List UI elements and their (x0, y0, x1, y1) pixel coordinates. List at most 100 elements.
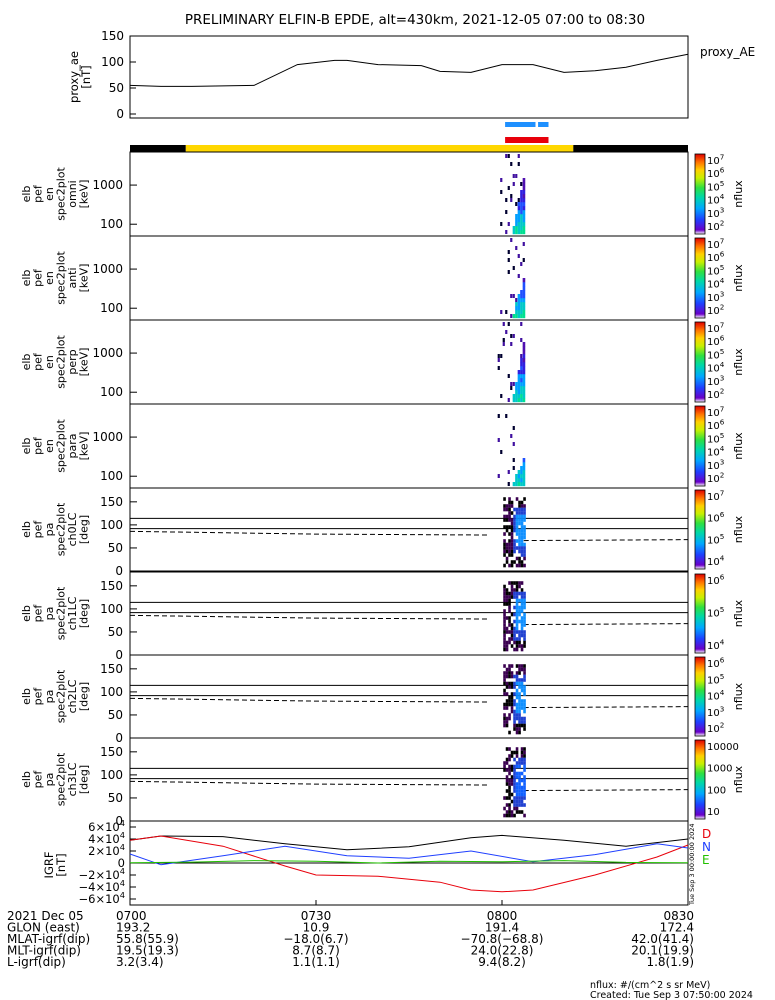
pa-cell (508, 796, 511, 800)
colorbar-tick-label: 103 (707, 289, 724, 304)
spec-cell (517, 390, 521, 395)
pa-cell (503, 507, 506, 512)
pa-cell (515, 514, 519, 519)
pa-cell (508, 792, 511, 797)
pa-cell (505, 681, 509, 686)
spec-cell (522, 342, 526, 347)
pa-cell (518, 799, 521, 804)
colorbar-label-group: nflux (732, 432, 745, 460)
spec-cell (505, 210, 508, 214)
pa-cell (523, 532, 526, 536)
pa-cell (518, 796, 521, 800)
spec-cell (520, 226, 523, 231)
pa-cell (505, 598, 509, 603)
pa-cell (515, 792, 519, 797)
pa-cell (503, 630, 506, 634)
pa-cell (505, 667, 509, 672)
spec-cell (520, 314, 523, 319)
pa-cell (523, 504, 526, 508)
pa-cell (523, 789, 526, 793)
spec-cell (522, 458, 526, 463)
ylabel-line: en (43, 187, 56, 201)
pa-cell (510, 626, 514, 631)
dashed-reference (129, 614, 689, 626)
pa-cell (513, 605, 516, 610)
pa-cell (520, 644, 524, 648)
spec-cell (520, 354, 523, 358)
pa-cell (510, 695, 514, 700)
spec-cell (522, 358, 526, 363)
pa-cell (513, 612, 516, 617)
pa-cell (503, 602, 506, 606)
colorbar-tick-label: 106 (707, 656, 725, 671)
spec-cell (507, 250, 510, 254)
spec-cell (522, 230, 526, 235)
pa-cell (505, 803, 509, 807)
pa-cell (523, 671, 526, 675)
pa-cell (508, 605, 511, 610)
pa-cell (505, 602, 509, 606)
pa-cell (520, 602, 524, 606)
pa-cell (513, 799, 516, 804)
pa-cell (503, 706, 506, 710)
spec-cell (512, 394, 516, 399)
spec-cell (522, 222, 526, 227)
status-segment (185, 145, 574, 152)
ae-ytick-label: 100 (101, 55, 124, 69)
pa-cell (505, 616, 509, 620)
colorbar-tick-label: 105 (707, 179, 724, 194)
colorbar-tick-label: 100 (707, 785, 726, 796)
igrf-side-note-group: Tue Sep 3 00:00:00 2024 (688, 824, 696, 907)
pa-cell (523, 605, 526, 610)
pa-cell (510, 706, 514, 710)
pa-cell (510, 546, 514, 550)
pa-cell (505, 671, 509, 675)
pa-cell (520, 667, 524, 672)
pa-cell (510, 581, 514, 585)
pa-cell (503, 619, 506, 624)
pa-cell (513, 778, 516, 783)
spec-cell (512, 334, 515, 338)
spec-cell (512, 442, 515, 446)
x-row-value: −18.0(6.7) (283, 932, 348, 946)
pa-cell (508, 730, 511, 735)
pitch-ytick-label: 150 (100, 662, 123, 676)
pa-cell (523, 754, 526, 758)
pa-cell (505, 674, 509, 679)
igrf-ytick-label: 2×104 (88, 842, 125, 858)
x-row-value: 19.5(19.3) (116, 944, 179, 958)
pa-cell (515, 525, 519, 529)
spec-cell (512, 382, 515, 386)
spec-cell (500, 190, 503, 194)
spec-cell (522, 286, 526, 291)
x-row-value: 24.0(22.8) (471, 944, 534, 958)
pa-cell (523, 750, 526, 755)
pa-cell (508, 500, 511, 505)
spec-cell (517, 470, 521, 475)
pitch-ytick-label: 100 (100, 685, 123, 699)
spec-cell (517, 482, 521, 487)
pa-cell (508, 695, 511, 700)
spec-cell (517, 218, 521, 223)
colorbar-tick-label: 104 (707, 688, 725, 703)
spec-cell (522, 198, 526, 203)
pa-cell (520, 511, 524, 515)
colorbar (694, 405, 706, 487)
spec-cell (520, 358, 523, 363)
spec-cell (522, 214, 526, 219)
pa-cell (503, 716, 506, 721)
colorbar-tick-label: 107 (707, 489, 724, 504)
pa-cell (505, 720, 509, 724)
igrf-side-note: Tue Sep 3 00:00:00 2024 (688, 824, 696, 907)
spec-cell (522, 282, 526, 287)
ylabel-line: pef (32, 184, 45, 203)
pa-cell (523, 633, 526, 638)
pa-cell (513, 514, 516, 519)
spec-cell (517, 386, 521, 391)
pa-cell (503, 723, 506, 728)
spec-cell (522, 474, 526, 479)
spec-cell (500, 450, 503, 454)
pa-cell (518, 637, 521, 641)
spec-cell (520, 214, 523, 219)
